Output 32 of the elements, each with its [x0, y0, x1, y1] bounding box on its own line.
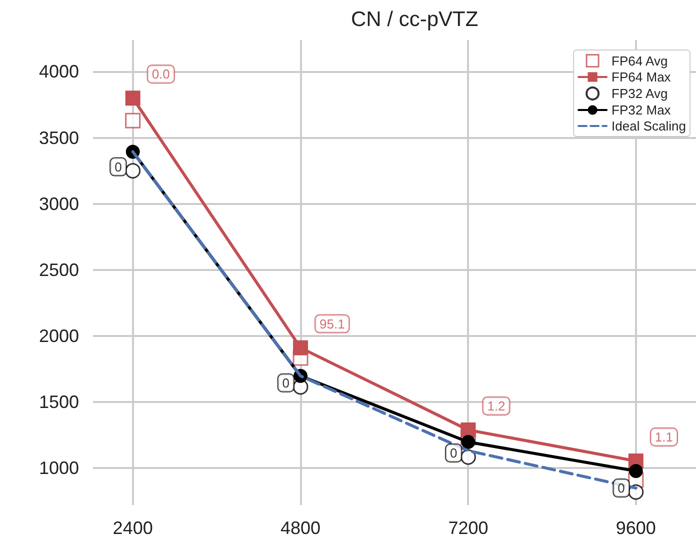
chart-title: CN / cc-pVTZ [351, 8, 478, 31]
y-tick-label: 2500 [38, 260, 79, 280]
point [125, 163, 141, 179]
legend-label: FP32 Max [612, 102, 672, 118]
annotation: 0 [282, 375, 290, 390]
y-tick-label: 4000 [38, 62, 79, 82]
y-tick-label: 2000 [38, 326, 79, 346]
annotation: 95.1 [320, 316, 345, 332]
legend-label: Ideal Scaling [612, 118, 686, 134]
point [460, 422, 476, 438]
annotation: 0 [114, 159, 122, 174]
x-tick-label: 9600 [616, 518, 656, 538]
annotation: 0.0 [152, 66, 170, 82]
legend-label: FP32 Avg [612, 86, 668, 101]
annotation: 1.1 [654, 430, 673, 445]
legend-label: FP64 Avg [612, 53, 668, 68]
point [461, 434, 476, 449]
x-tick-label: 4800 [280, 518, 321, 538]
annotation: 0 [618, 480, 625, 496]
annotation: 1.2 [487, 398, 506, 414]
legend-label: FP64 Max [612, 70, 672, 84]
y-tick-label: 3500 [38, 128, 79, 148]
annotation: 0 [450, 446, 458, 461]
y-tick-label: 3000 [38, 194, 79, 214]
x-tick-label: 2400 [112, 518, 153, 538]
x-tick-label: 7200 [448, 518, 488, 538]
y-tick-label: 1500 [38, 392, 79, 412]
point [628, 464, 643, 478]
y-tick-label: 1000 [38, 458, 79, 478]
point [293, 340, 308, 356]
point [125, 90, 140, 106]
point [125, 112, 141, 128]
